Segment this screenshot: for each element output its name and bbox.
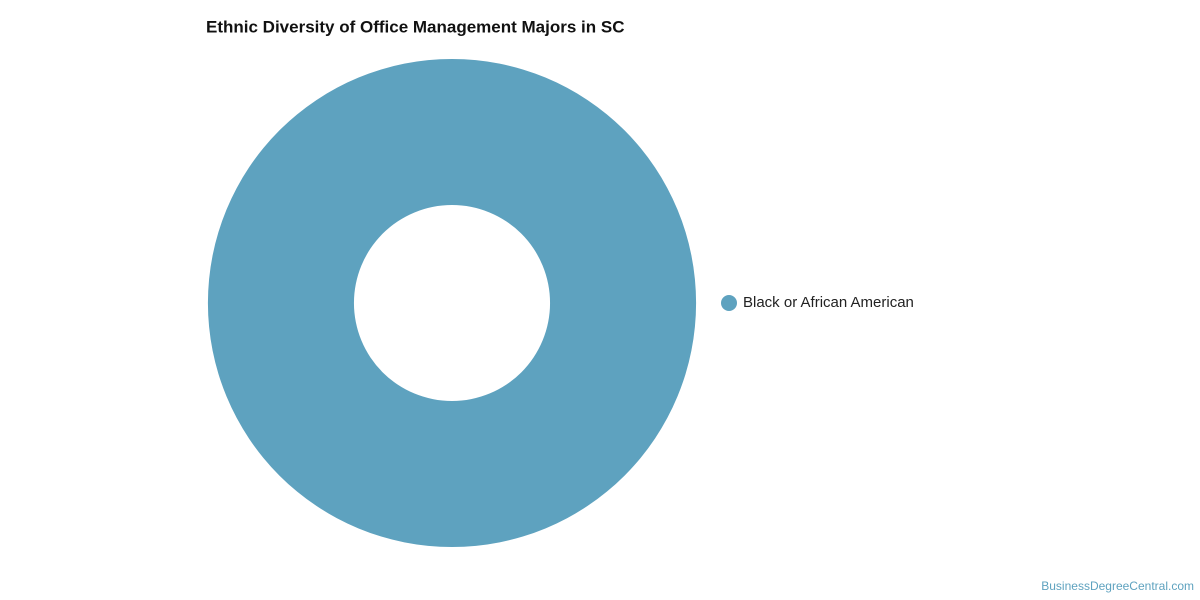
chart-title: Ethnic Diversity of Office Management Ma… bbox=[206, 17, 624, 36]
watermark: BusinessDegreeCentral.com bbox=[1041, 579, 1194, 593]
legend-label: Black or African American bbox=[743, 294, 914, 311]
donut-slice bbox=[207, 58, 697, 547]
legend-marker bbox=[721, 295, 737, 311]
